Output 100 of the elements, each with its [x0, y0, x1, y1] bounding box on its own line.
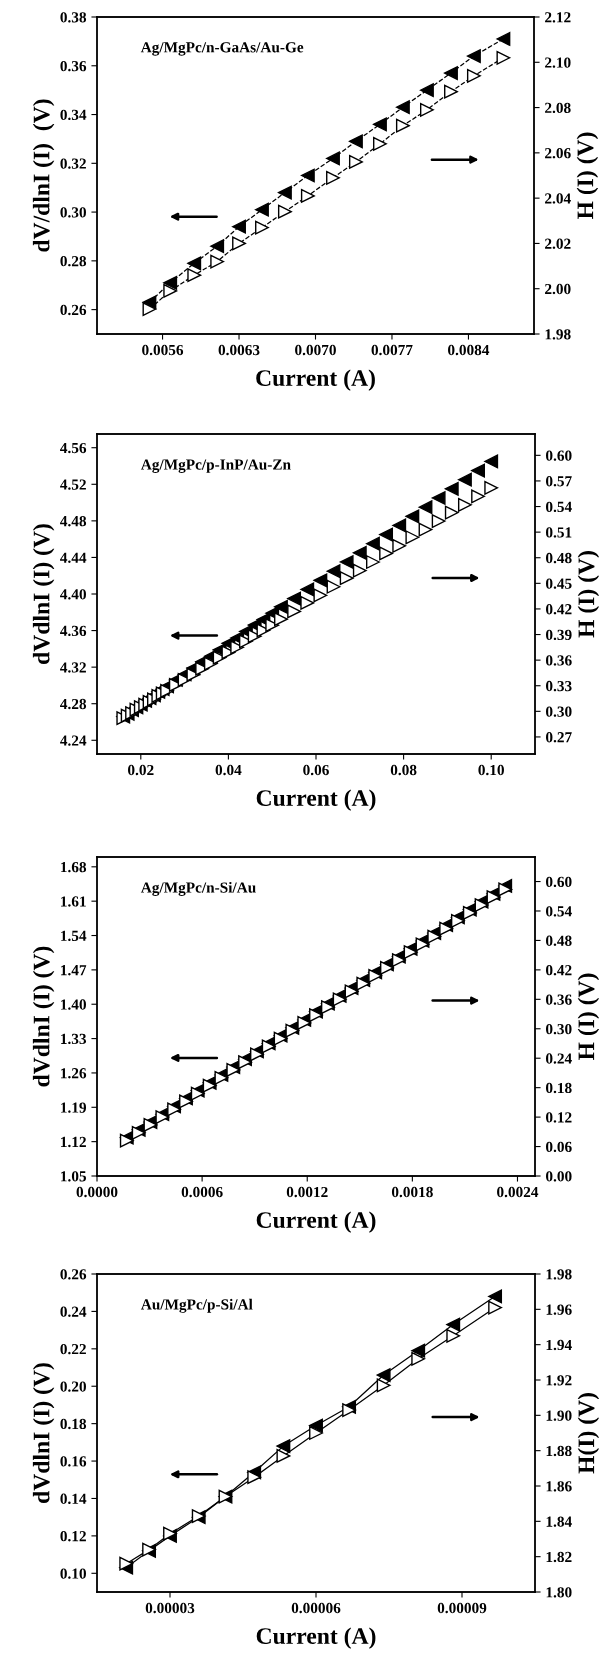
- annotation: Ag/MgPc/n-Si/Au: [140, 881, 256, 896]
- y2-tick-label: 0.51: [546, 527, 572, 538]
- y2-tick-label: 0.24: [546, 1053, 572, 1064]
- y2-tick-label: 1.82: [546, 1551, 572, 1563]
- x-tick-label: 0.0063: [218, 344, 260, 356]
- x-tick-label: 0.0056: [142, 344, 184, 356]
- y-tick-label: 0.10: [60, 1568, 86, 1579]
- y-tick-label: 0.32: [60, 158, 86, 169]
- y2-tick-label: 0.33: [546, 680, 572, 692]
- x-tick-label: 0.0000: [76, 1186, 118, 1198]
- y2-tick-label: 1.96: [546, 1304, 572, 1315]
- y2-tick-label: 1.98: [546, 1269, 572, 1280]
- x-tick-label: 0.00003: [145, 1602, 195, 1614]
- y-tick-label: 1.19: [61, 1102, 87, 1113]
- x-tick-label: 0.0018: [391, 1186, 433, 1198]
- y-tick-label: 1.40: [61, 999, 86, 1010]
- y2-tick-label: 0.48: [546, 935, 572, 946]
- y2-tick-label: 0.00: [546, 1171, 572, 1182]
- y2-tick-label: 0.12: [546, 1112, 572, 1123]
- y2-tick-label: 1.98: [545, 329, 571, 340]
- x-tick-label: 0.0070: [295, 344, 336, 356]
- y-tick-label: 0.34: [60, 109, 87, 121]
- y-tick-label: 1.54: [61, 930, 87, 942]
- y2-tick-label: 0.36: [546, 655, 572, 666]
- y2-tick-label: 0.45: [546, 578, 572, 589]
- y2-tick-label: 0.36: [546, 994, 572, 1005]
- y2-tick-label: 0.60: [546, 450, 572, 461]
- x-axis-title: Current (A): [256, 789, 376, 811]
- y-tick-label: 4.28: [60, 698, 87, 710]
- y-tick-label: 4.32: [60, 662, 86, 673]
- y2-axis-title: H (I) (V): [576, 132, 599, 220]
- y2-tick-label: 1.92: [546, 1375, 572, 1386]
- y2-tick-label: 0.54: [546, 501, 572, 513]
- y-tick-label: 4.40: [60, 589, 86, 600]
- y2-tick-label: 0.39: [546, 629, 572, 641]
- x-tick-label: 0.00006: [291, 1602, 341, 1614]
- y2-tick-label: 1.86: [546, 1481, 572, 1492]
- y-tick-label: 4.56: [60, 442, 87, 454]
- y-tick-label: 1.68: [61, 861, 87, 873]
- y2-tick-label: 2.04: [545, 193, 571, 204]
- y2-axis-title: H(I) (V): [577, 1393, 600, 1474]
- x-tick-label: 0.0006: [181, 1186, 223, 1198]
- y-tick-label: 4.24: [60, 735, 87, 746]
- y2-axis-title: H (I) (V): [577, 973, 600, 1061]
- y-tick-label: 0.26: [60, 1269, 87, 1280]
- x-tick-label: 0.02: [128, 764, 154, 776]
- x-tick-label: 0.0024: [497, 1186, 539, 1198]
- y-tick-label: 1.05: [61, 1171, 87, 1182]
- y2-axis-title: H (I) (V): [577, 551, 600, 638]
- y-tick-label: 1.61: [61, 896, 86, 907]
- y-axis-title: dVdlnI (I) (V): [32, 524, 55, 664]
- y-tick-label: 0.36: [60, 60, 87, 72]
- y2-tick-label: 0.60: [546, 876, 572, 888]
- y2-tick-label: 1.80: [546, 1587, 572, 1598]
- y-tick-label: 4.44: [60, 552, 87, 563]
- x-tick-label: 0.06: [303, 764, 329, 776]
- y2-tick-label: 0.27: [546, 732, 572, 743]
- x-tick-label: 0.0012: [286, 1186, 328, 1198]
- y2-tick-label: 0.06: [546, 1141, 572, 1153]
- annotation: Ag/MgPc/p-InP/Au-Zn: [140, 459, 291, 473]
- y-tick-label: 0.28: [60, 255, 87, 267]
- annotation: Au/MgPc/p-Si/Al: [140, 1298, 253, 1313]
- x-tick-label: 0.10: [478, 764, 504, 776]
- annotation: Ag/MgPc/n-GaAs/Au-Ge: [140, 42, 304, 56]
- y2-tick-label: 2.08: [545, 102, 571, 114]
- y-tick-label: 0.24: [60, 1306, 87, 1317]
- y-axis-title: dVdlnI (I) (V): [32, 946, 55, 1087]
- y-tick-label: 0.38: [60, 12, 87, 23]
- y-tick-label: 4.36: [60, 625, 87, 637]
- y2-tick-label: 0.42: [546, 965, 572, 976]
- x-tick-label: 0.04: [215, 764, 242, 776]
- x-tick-label: 0.08: [390, 764, 417, 776]
- y2-tick-label: 2.10: [545, 57, 571, 68]
- y2-tick-label: 0.42: [546, 604, 572, 615]
- y2-tick-label: 2.00: [545, 283, 571, 295]
- y2-tick-label: 1.88: [546, 1445, 572, 1457]
- y2-tick-label: 2.12: [545, 12, 571, 23]
- y2-tick-label: 0.30: [546, 1023, 572, 1035]
- y-tick-label: 1.47: [61, 965, 87, 976]
- x-axis-title: Current (A): [256, 1211, 376, 1233]
- y-tick-label: 0.16: [60, 1456, 87, 1467]
- y-tick-label: 1.26: [61, 1068, 87, 1079]
- x-axis-title: Current (A): [256, 369, 375, 391]
- y2-tick-label: 2.02: [545, 238, 571, 249]
- y-tick-label: 0.26: [60, 304, 87, 316]
- y-tick-label: 1.12: [61, 1136, 86, 1148]
- y2-tick-label: 0.30: [546, 706, 572, 717]
- y2-tick-label: 2.06: [545, 148, 571, 159]
- y2-tick-label: 0.54: [546, 906, 572, 917]
- y2-tick-label: 1.94: [546, 1339, 572, 1351]
- y-tick-label: 4.48: [60, 516, 87, 527]
- y-tick-label: 0.18: [60, 1418, 87, 1430]
- x-tick-label: 0.0084: [448, 344, 490, 356]
- y-axis-title: dV/dlnI (I) (V): [32, 99, 55, 252]
- y2-tick-label: 0.18: [546, 1082, 572, 1094]
- y-tick-label: 0.22: [60, 1343, 86, 1355]
- y2-tick-label: 0.48: [546, 552, 572, 564]
- y-tick-label: 0.14: [60, 1493, 87, 1504]
- y-tick-label: 0.12: [60, 1531, 86, 1542]
- x-axis-title: Current (A): [256, 1627, 376, 1649]
